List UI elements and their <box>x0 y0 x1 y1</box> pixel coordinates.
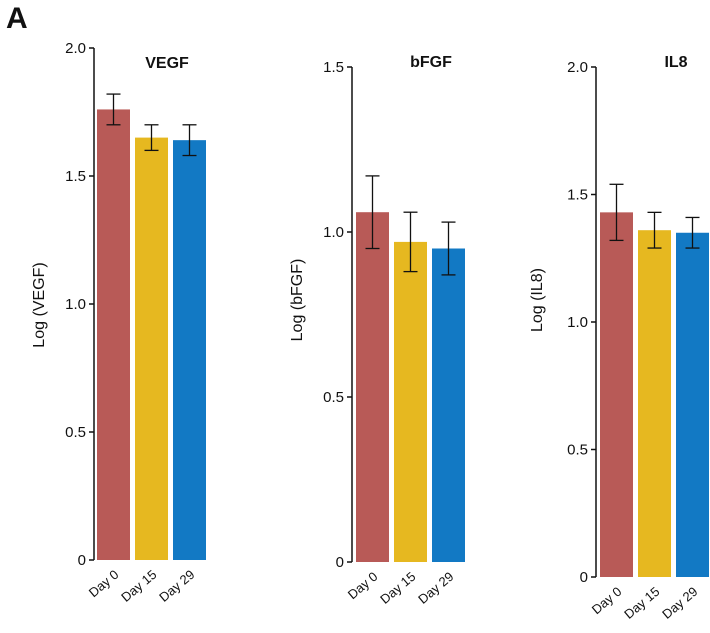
y-axis-label: Log (VEGF) <box>31 262 48 347</box>
y-tick-label: 1.5 <box>323 59 344 76</box>
y-tick-label: 1.5 <box>567 187 588 204</box>
category-label: Day 15 <box>621 584 662 622</box>
chart-title: VEGF <box>145 55 189 72</box>
bar <box>394 241 427 562</box>
y-axis-label: Log (bFGF) <box>289 259 306 342</box>
y-tick-label: 1.0 <box>323 224 344 241</box>
y-tick-label: 2.0 <box>65 40 86 57</box>
category-label: Day 29 <box>156 567 197 605</box>
category-label: Day 15 <box>377 569 418 607</box>
category-label: Day 15 <box>118 567 159 605</box>
bar <box>676 232 709 577</box>
bar <box>135 137 168 560</box>
bar <box>356 212 389 562</box>
y-tick-label: 0.5 <box>323 389 344 406</box>
panel-label: A <box>6 2 28 35</box>
y-tick-label: 1.5 <box>65 168 86 185</box>
bar <box>173 140 206 560</box>
bar <box>97 109 130 560</box>
y-tick-label: 0 <box>78 552 86 569</box>
category-label: Day 0 <box>86 567 122 600</box>
bar <box>600 212 633 577</box>
chart-title: IL8 <box>664 54 687 71</box>
y-tick-label: 2.0 <box>567 59 588 76</box>
y-tick-label: 1.0 <box>65 296 86 313</box>
y-tick-label: 1.0 <box>567 314 588 331</box>
y-tick-label: 0.5 <box>65 424 86 441</box>
y-tick-label: 0 <box>336 554 344 571</box>
y-axis-label: Log (IL8) <box>529 268 546 332</box>
category-label: Day 0 <box>589 584 625 617</box>
y-tick-label: 0 <box>580 569 588 586</box>
bar <box>432 248 465 562</box>
y-tick-label: 0.5 <box>567 442 588 459</box>
category-label: Day 29 <box>659 584 700 622</box>
chart-title: bFGF <box>410 54 452 71</box>
bar <box>638 230 671 577</box>
category-label: Day 0 <box>345 569 381 602</box>
category-label: Day 29 <box>415 569 456 607</box>
